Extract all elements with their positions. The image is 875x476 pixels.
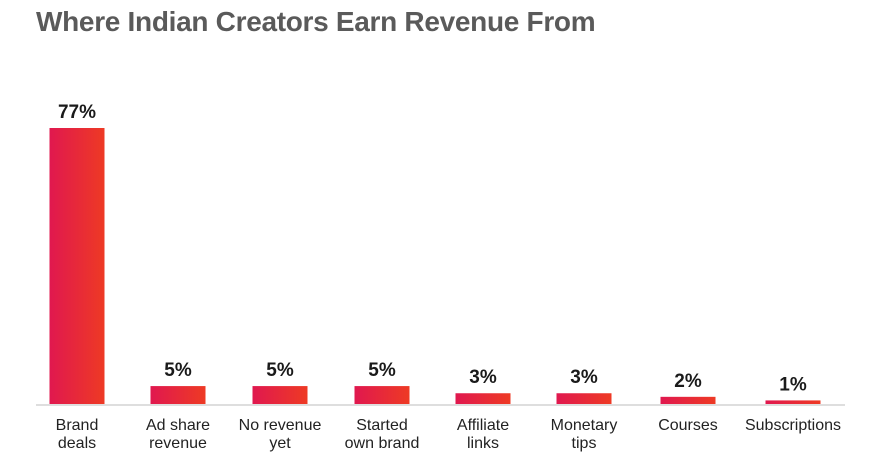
category-label-5-0: Monetary [551,417,618,434]
category-label-1-0: Ad share [146,417,210,434]
value-label-2: 5% [266,360,294,381]
bar-3 [354,386,410,404]
category-label-0-1: deals [58,435,96,452]
bar-6 [660,396,716,404]
category-label-3-0: Started [356,417,408,434]
category-label-2-0: No revenue [239,417,322,434]
chart-title: Where Indian Creators Earn Revenue From [36,6,596,37]
value-label-6: 2% [674,371,702,392]
value-label-7: 1% [779,374,807,395]
value-label-0: 77% [58,102,96,123]
category-label-5-1: tips [572,435,597,452]
category-label-4-1: links [467,435,499,452]
value-label-5: 3% [570,367,598,388]
bar-2 [252,386,308,404]
category-label-1-1: revenue [149,435,207,452]
category-label-4-0: Affiliate [457,417,509,434]
category-label-0-0: Brand [56,417,99,434]
bar-1 [150,386,206,404]
value-label-1: 5% [164,360,192,381]
value-label-3: 5% [368,360,396,381]
value-label-4: 3% [469,367,497,388]
category-label-7-0: Subscriptions [745,417,841,434]
category-label-3-1: own brand [345,435,420,452]
bar-4 [455,393,511,404]
bar-5 [556,393,612,404]
category-label-2-1: yet [269,435,291,452]
bar-0 [49,128,105,404]
bar-7 [765,400,821,404]
category-label-6-0: Courses [658,417,718,434]
